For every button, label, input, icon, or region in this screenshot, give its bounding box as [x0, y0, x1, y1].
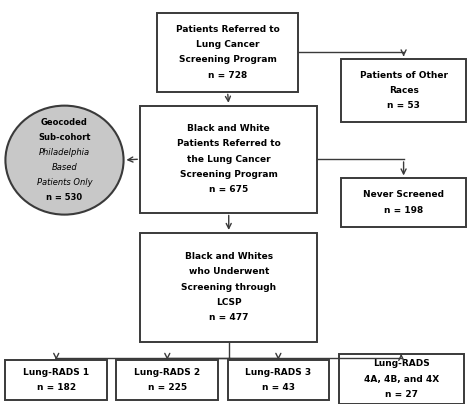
- Text: 4A, 4B, and 4X: 4A, 4B, and 4X: [364, 375, 439, 384]
- Text: n = 198: n = 198: [384, 206, 423, 215]
- Text: Lung-RADS 2: Lung-RADS 2: [134, 368, 201, 377]
- Text: Never Screened: Never Screened: [363, 190, 444, 199]
- FancyBboxPatch shape: [156, 13, 299, 92]
- Text: Black and Whites: Black and Whites: [185, 252, 273, 261]
- Text: Lung-RADS 3: Lung-RADS 3: [245, 368, 311, 377]
- Text: Screening through: Screening through: [181, 283, 276, 292]
- Text: Races: Races: [389, 86, 419, 95]
- Text: the Lung Cancer: the Lung Cancer: [187, 155, 271, 164]
- FancyBboxPatch shape: [341, 59, 466, 122]
- Text: n = 53: n = 53: [387, 101, 420, 110]
- Text: n = 530: n = 530: [46, 193, 82, 202]
- Text: n = 225: n = 225: [148, 383, 187, 392]
- Text: Patients Referred to: Patients Referred to: [177, 139, 281, 148]
- FancyBboxPatch shape: [140, 233, 318, 342]
- Text: n = 43: n = 43: [262, 383, 295, 392]
- Text: Philadelphia: Philadelphia: [39, 148, 90, 157]
- Text: Based: Based: [52, 163, 77, 172]
- FancyBboxPatch shape: [338, 354, 464, 404]
- Text: n = 477: n = 477: [209, 313, 248, 322]
- FancyBboxPatch shape: [5, 360, 107, 400]
- FancyBboxPatch shape: [117, 360, 218, 400]
- Ellipse shape: [5, 106, 124, 215]
- Text: Patients of Other: Patients of Other: [360, 70, 447, 80]
- Text: n = 27: n = 27: [385, 390, 418, 399]
- Text: Sub-cohort: Sub-cohort: [38, 133, 91, 142]
- Text: Patients Only: Patients Only: [36, 178, 92, 187]
- Text: Black and White: Black and White: [187, 124, 270, 133]
- Text: n = 675: n = 675: [209, 185, 248, 194]
- Text: Lung-RADS 1: Lung-RADS 1: [23, 368, 89, 377]
- Text: LCSP: LCSP: [216, 298, 242, 307]
- Text: Geocoded: Geocoded: [41, 118, 88, 127]
- FancyBboxPatch shape: [341, 178, 466, 227]
- Text: n = 182: n = 182: [36, 383, 76, 392]
- FancyBboxPatch shape: [228, 360, 329, 400]
- FancyBboxPatch shape: [140, 106, 318, 213]
- Text: Lung Cancer: Lung Cancer: [196, 40, 259, 49]
- Text: Screening Program: Screening Program: [180, 170, 278, 179]
- Text: Lung-RADS: Lung-RADS: [373, 359, 429, 368]
- Text: Screening Program: Screening Program: [179, 55, 276, 64]
- Text: who Underwent: who Underwent: [189, 267, 269, 277]
- Text: Patients Referred to: Patients Referred to: [176, 25, 279, 34]
- Text: n = 728: n = 728: [208, 70, 247, 80]
